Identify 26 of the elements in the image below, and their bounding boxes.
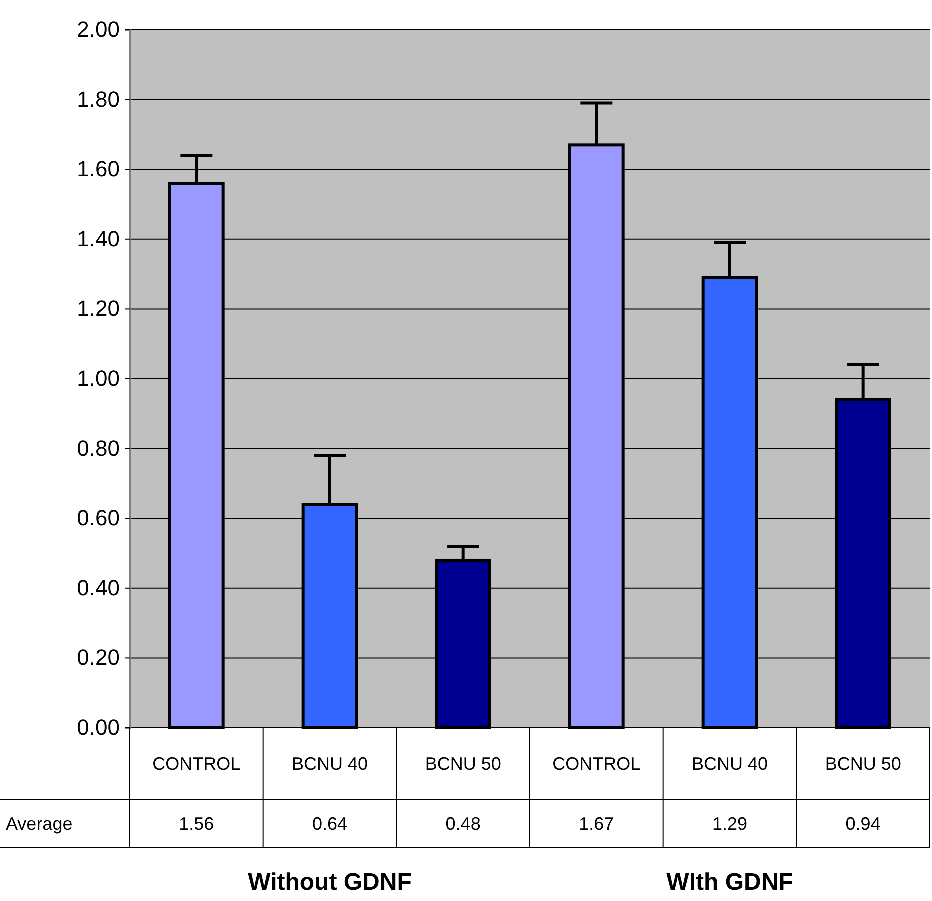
data-label: 0.48: [446, 814, 481, 834]
data-label: 1.29: [712, 814, 748, 834]
data-label: 1.67: [579, 814, 614, 834]
y-tick-label: 0.20: [77, 645, 120, 670]
x-tick-label: CONTROL: [152, 754, 241, 774]
x-tick-label: BCNU 40: [292, 754, 368, 774]
y-tick-label: 0.00: [77, 715, 120, 740]
y-tick-label: 2.00: [77, 17, 120, 42]
data-label: 0.94: [846, 814, 881, 834]
x-tick-label: BCNU 50: [425, 754, 502, 774]
text: Without GDNF: [248, 869, 412, 896]
data-label: 0.64: [312, 814, 348, 834]
x-tick-label: BCNU 50: [825, 754, 902, 774]
y-tick-label: 0.80: [77, 436, 120, 461]
text: WIth GDNF: [666, 869, 794, 896]
y-tick-label: 1.40: [77, 226, 120, 252]
y-tick-label: 1.80: [77, 86, 120, 112]
y-tick-label: 1.60: [77, 156, 120, 182]
y-tick-label: 1.20: [77, 296, 120, 322]
y-tick-label: 0.40: [77, 575, 120, 600]
data-label: 1.56: [179, 814, 214, 834]
text: Average: [6, 814, 73, 834]
x-tick-label: BCNU 40: [692, 754, 768, 774]
y-tick-label: 1.00: [77, 366, 120, 392]
x-tick-label: CONTROL: [552, 754, 641, 774]
y-tick-label: 0.60: [77, 506, 120, 531]
